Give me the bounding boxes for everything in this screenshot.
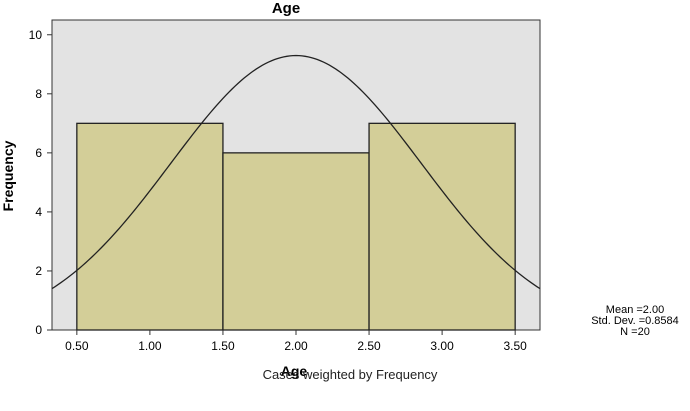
footnote: Cases weighted by Frequency: [262, 367, 438, 382]
y-tick-label: 0: [35, 323, 42, 337]
x-tick-label: 1.50: [211, 339, 235, 353]
bars-group: [76, 122, 516, 331]
x-tick-label: 3.00: [430, 339, 454, 353]
chart-title: Age: [272, 0, 300, 17]
n-stat: N =20: [620, 326, 650, 338]
y-tick-label: 6: [35, 146, 42, 160]
histogram-bar: [222, 152, 370, 331]
x-axis: 0.50 1.00 1.50 2.00 2.50 3.00 3.50: [65, 330, 527, 353]
y-tick-label: 10: [29, 28, 43, 42]
y-tick-label: 8: [35, 87, 42, 101]
summary-statistics: Mean =2.00 Std. Dev. =0.8584 N =20: [560, 305, 690, 338]
histogram-bar: [368, 122, 516, 331]
normal-curve: [51, 54, 541, 290]
y-tick-label: 4: [35, 205, 42, 219]
histogram-bar: [76, 122, 224, 331]
y-axis-label: Frequency: [0, 140, 16, 211]
x-tick-label: 3.50: [503, 339, 527, 353]
mean-stat: Mean =2.00: [605, 304, 665, 316]
y-axis: 0 2 4 6 8 10: [29, 28, 52, 337]
std-dev-stat: Std. Dev. =0.8584: [591, 315, 679, 327]
x-tick-label: 2.00: [284, 339, 308, 353]
x-tick-label: 2.50: [357, 339, 381, 353]
x-axis-label: Age: [281, 363, 308, 379]
y-tick-label: 2: [35, 264, 42, 278]
x-tick-label: 1.00: [138, 339, 162, 353]
x-tick-label: 0.50: [65, 339, 89, 353]
